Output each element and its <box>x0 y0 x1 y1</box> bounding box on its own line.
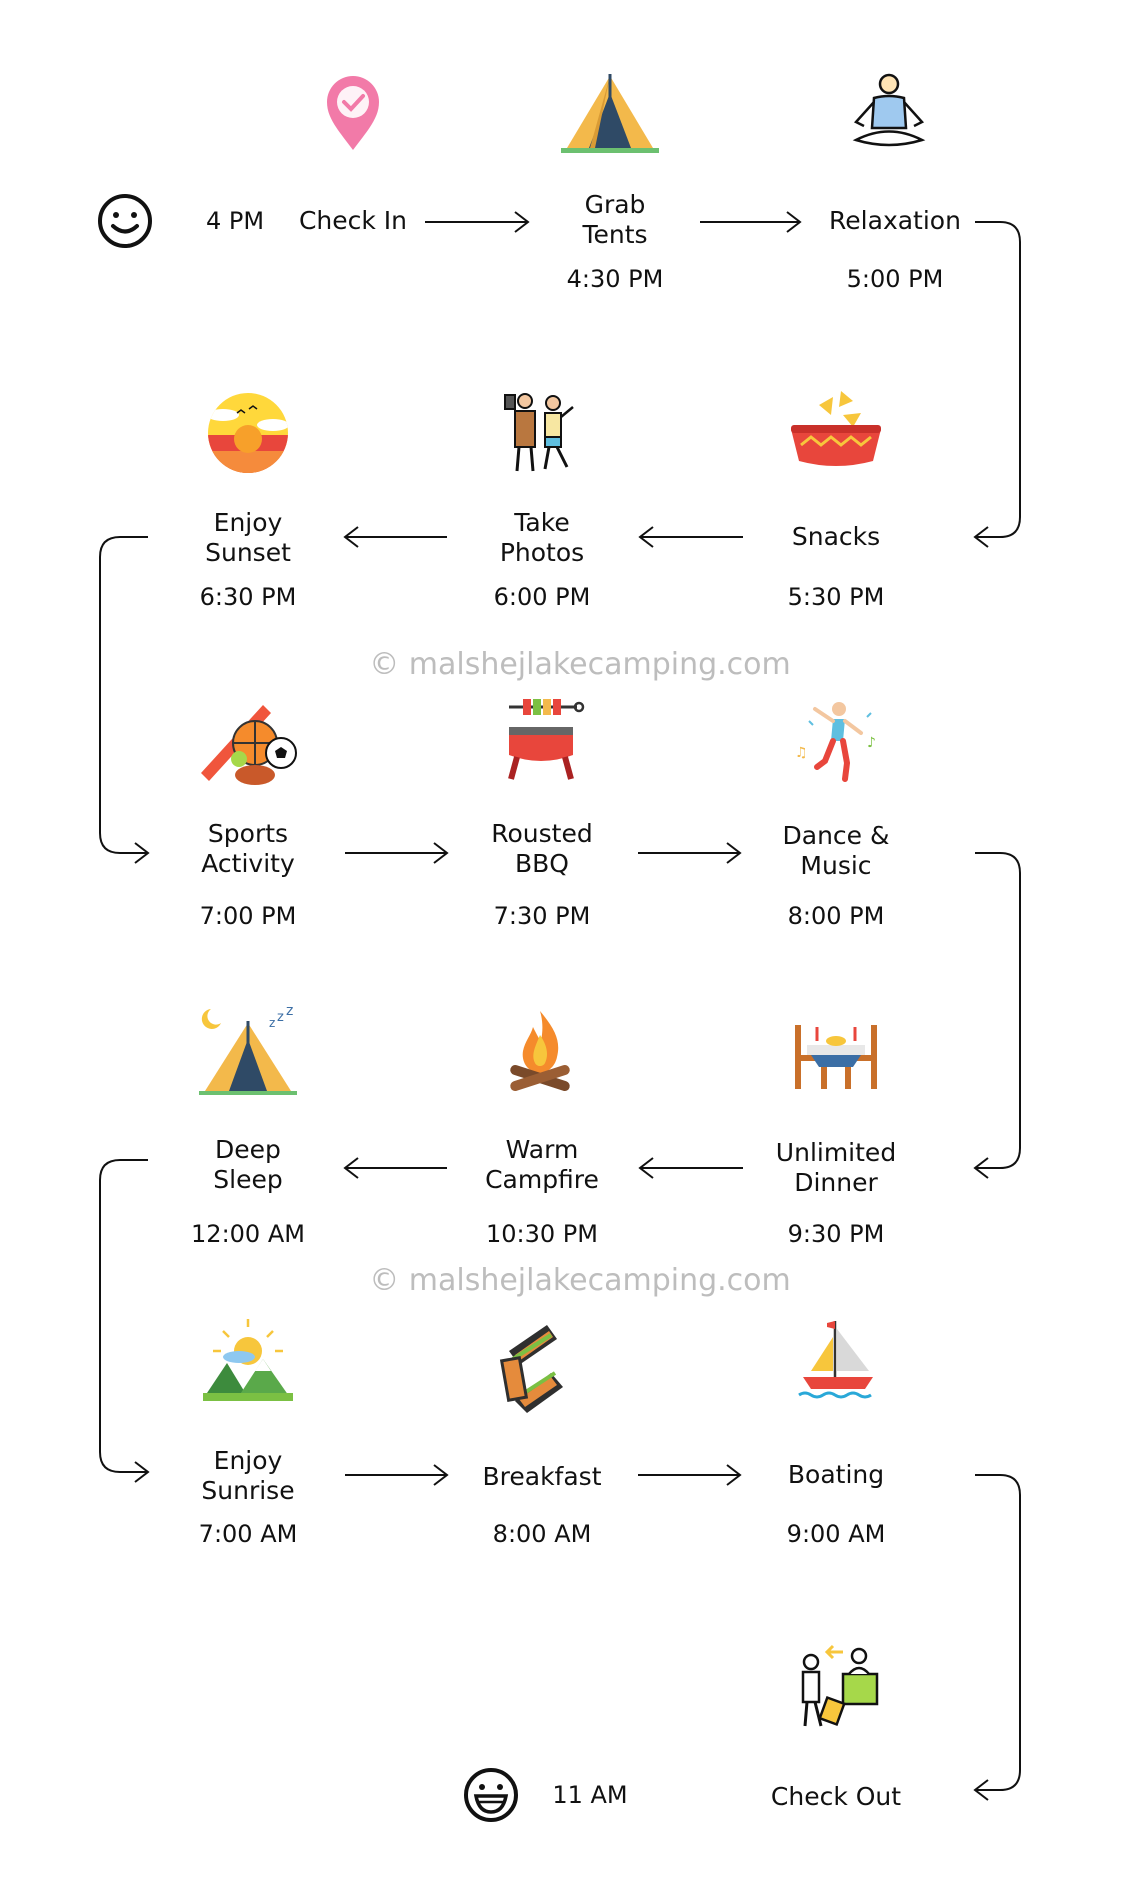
step-label-relaxation: Relaxation <box>829 206 961 235</box>
campfire-icon <box>510 1011 570 1092</box>
sunrise-icon <box>203 1319 293 1401</box>
tent-icon <box>561 74 659 153</box>
step-label-check-in: Check In <box>298 206 408 235</box>
step-label-unlimited-dinner: Unlimited Dinner <box>775 1138 897 1197</box>
step-time: 6:30 PM <box>199 583 297 611</box>
step-time: 6:00 PM <box>493 583 591 611</box>
svg-text:♫: ♫ <box>795 745 808 761</box>
checkout-desk-icon <box>801 1644 879 1727</box>
sleeping-tent-icon: z z z <box>199 1005 297 1095</box>
turn-right-down <box>973 221 1021 548</box>
svg-text:z: z <box>286 1005 293 1019</box>
step-time: 5:30 PM <box>787 583 885 611</box>
step-label-check-out: Check Out <box>770 1782 902 1811</box>
step-label-boating: Boating <box>787 1460 885 1489</box>
bbq-grill-icon <box>508 699 585 780</box>
step-time: 12:00 AM <box>191 1220 305 1248</box>
step-time: 7:00 AM <box>198 1520 298 1548</box>
step-time: 10:30 PM <box>486 1220 598 1248</box>
step-label-deep-sleep: Deep Sleep <box>213 1135 283 1194</box>
turn-left-down <box>99 536 150 864</box>
step-time: 4:30 PM <box>566 265 664 293</box>
sunset-icon <box>208 393 288 473</box>
step-label-breakfast: Breakfast <box>482 1462 602 1491</box>
sports-balls-icon <box>201 705 297 785</box>
step-label-rousted-bbq: Rousted BBQ <box>491 819 593 878</box>
turn-left-down <box>99 1159 150 1483</box>
sailboat-icon <box>798 1321 873 1399</box>
smiley-face-icon <box>98 194 152 248</box>
location-pin-icon <box>327 76 379 150</box>
step-time: 9:30 PM <box>787 1220 885 1248</box>
step-time: 9:00 AM <box>786 1520 886 1548</box>
end-time: 11 AM <box>552 1781 628 1809</box>
step-label-dance-music: Dance & Music <box>782 821 890 880</box>
step-label-take-photos: Take Photos <box>499 508 585 567</box>
step-time: 5:00 PM <box>846 265 944 293</box>
grin-face-icon <box>464 1768 518 1822</box>
svg-text:♪: ♪ <box>867 735 876 751</box>
meditation-icon <box>852 73 926 147</box>
svg-text:z: z <box>269 1016 275 1030</box>
dinner-table-icon <box>795 1025 877 1089</box>
step-time: 7:00 PM <box>199 902 297 930</box>
photo-couple-icon <box>504 393 574 472</box>
step-label-enjoy-sunrise: Enjoy Sunrise <box>201 1446 295 1505</box>
start-time: 4 PM <box>205 207 265 235</box>
step-time: 8:00 AM <box>492 1520 592 1548</box>
dancer-icon: ♫ ♪ <box>795 702 876 782</box>
turn-right-down <box>973 852 1021 1179</box>
sandwich-icon <box>499 1325 563 1413</box>
watermark: © malshejlakecamping.com <box>369 1263 791 1298</box>
step-label-enjoy-sunset: Enjoy Sunset <box>205 508 291 567</box>
step-time: 8:00 PM <box>787 902 885 930</box>
svg-text:z: z <box>277 1010 284 1025</box>
watermark: © malshejlakecamping.com <box>369 647 791 682</box>
nachos-icon <box>791 391 881 466</box>
turn-right-down <box>973 1474 1021 1801</box>
step-label-sports-activity: Sports Activity <box>201 819 295 878</box>
step-label-grab-tents: Grab Tents <box>582 190 648 249</box>
step-label-warm-campfire: Warm Campfire <box>485 1135 599 1194</box>
step-time: 7:30 PM <box>493 902 591 930</box>
step-label-snacks: Snacks <box>791 522 881 551</box>
